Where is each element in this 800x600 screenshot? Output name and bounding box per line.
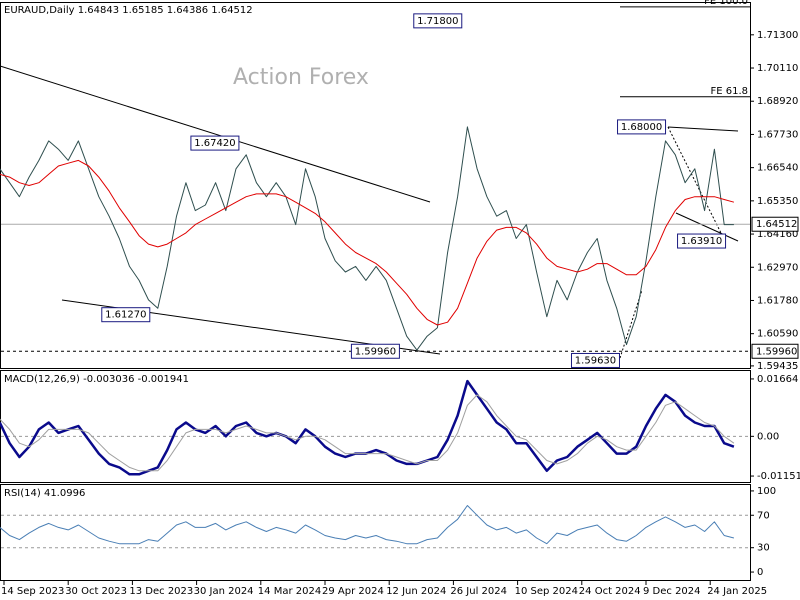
price-panel <box>0 2 751 369</box>
y-tick-label: 1.60590 <box>757 329 798 340</box>
x-tick-label: 24 Oct 2024 <box>579 586 641 597</box>
trendline <box>675 212 739 242</box>
price-box <box>751 216 799 232</box>
annotation-box <box>570 352 620 368</box>
annotation-label: 1.59630 <box>575 355 616 366</box>
y-tick-label: 0.01664 <box>757 374 798 385</box>
y-tick-label: 0.00 <box>757 431 779 442</box>
annotation-label: 1.71800 <box>417 16 458 27</box>
annotation-label: 1.67420 <box>194 138 235 149</box>
y-tick-label: 1.68920 <box>757 96 798 107</box>
y-tick-label: 1.64160 <box>757 229 798 240</box>
x-tick-label: 30 Oct 2023 <box>65 586 127 597</box>
annotation-box <box>413 13 463 29</box>
y-tick-label: 0 <box>757 567 763 578</box>
price-box-label: 1.64512 <box>756 219 797 230</box>
series-line <box>0 394 735 472</box>
y-tick-label: 1.71300 <box>757 30 798 41</box>
rsi-title: RSI(14) 41.0996 <box>4 488 85 499</box>
watermark: Action Forex <box>233 65 369 90</box>
annotation-box <box>617 119 667 135</box>
x-tick-label: 14 Mar 2024 <box>258 586 321 597</box>
y-tick-label: 1.66540 <box>757 163 798 174</box>
macd-title: MACD(12,26,9) -0.003036 -0.001941 <box>4 374 189 385</box>
annotation-label: 1.59960 <box>355 346 396 357</box>
annotation-label: 1.68000 <box>621 122 662 133</box>
series-line <box>0 159 735 326</box>
annotation-label: 1.63910 <box>681 236 722 247</box>
x-tick-label: 26 Jul 2024 <box>450 586 507 597</box>
rsi-panel <box>0 484 751 581</box>
fibo-label: FE 100.0 <box>704 0 748 7</box>
annotation-box <box>101 307 151 323</box>
y-tick-label: 100 <box>757 486 776 497</box>
y-tick-label: 1.67730 <box>757 129 798 140</box>
y-tick-label: 1.59435 <box>757 361 798 372</box>
annotation-box <box>350 343 400 359</box>
y-tick-label: -0.011515 <box>757 471 800 482</box>
y-tick-label: 1.65350 <box>757 196 798 207</box>
dotted-trendline <box>667 126 726 242</box>
x-tick-label: 10 Sep 2024 <box>515 586 578 597</box>
trendline <box>667 126 739 132</box>
y-tick-label: 1.61780 <box>757 295 798 306</box>
annotation-box <box>677 233 727 249</box>
fibo-label: FE 61.8 <box>710 86 748 97</box>
x-tick-label: 30 Jan 2024 <box>194 586 254 597</box>
y-tick-label: 1.70110 <box>757 63 798 74</box>
annotation-box <box>190 135 240 151</box>
price-title: EURAUD,Daily 1.64843 1.65185 1.64386 1.6… <box>4 5 253 16</box>
trendline <box>0 65 431 203</box>
series-line <box>0 505 735 545</box>
price-box <box>751 343 799 359</box>
y-tick-label: 70 <box>757 510 770 521</box>
x-tick-label: 29 Apr 2024 <box>322 586 384 597</box>
annotation-label: 1.61270 <box>105 310 146 321</box>
x-tick-label: 9 Dec 2024 <box>643 586 701 597</box>
x-tick-label: 14 Sep 2023 <box>1 586 64 597</box>
x-tick-label: 24 Jan 2025 <box>707 586 767 597</box>
y-tick-label: 30 <box>757 543 770 554</box>
series-line <box>0 126 734 351</box>
y-tick-label: 1.62970 <box>757 262 798 273</box>
x-tick-label: 13 Dec 2023 <box>129 586 193 597</box>
x-tick-label: 12 Jun 2024 <box>386 586 446 597</box>
price-box-label: 1.59960 <box>756 346 797 357</box>
